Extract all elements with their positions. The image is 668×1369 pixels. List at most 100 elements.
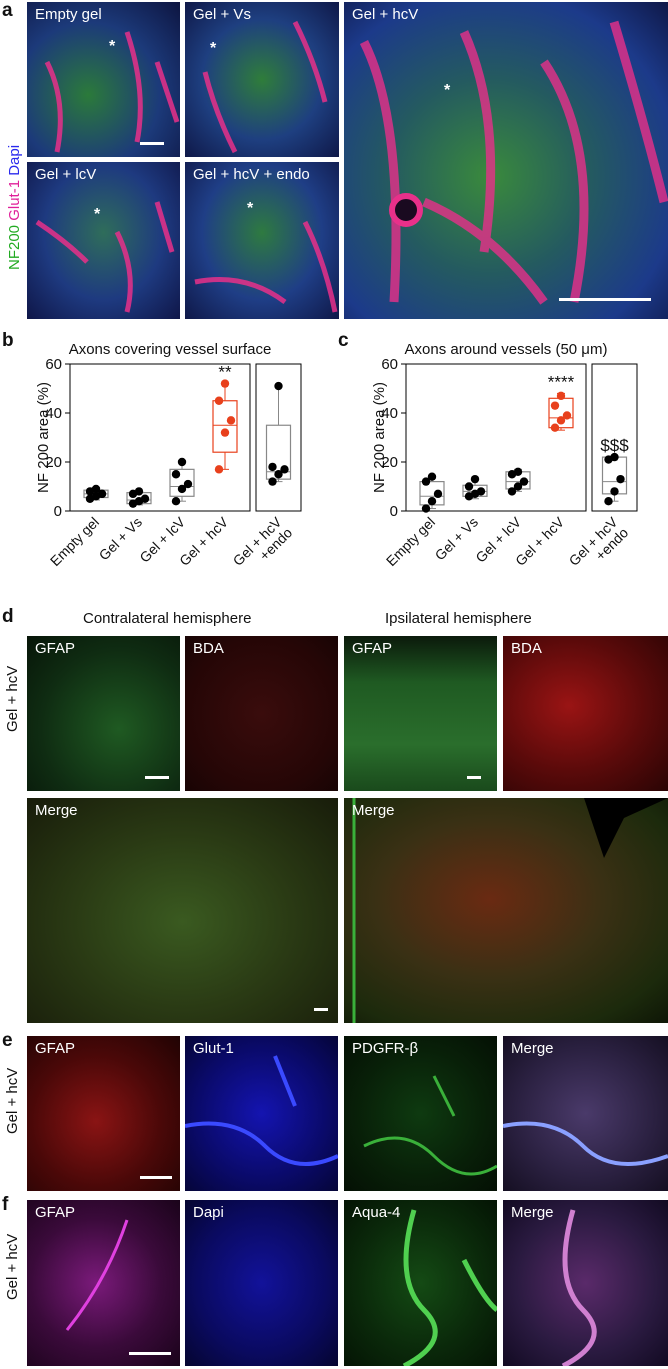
micrograph-d-ipsi-gfap: GFAP [344,636,497,791]
tile-label: BDA [511,640,542,657]
data-point [214,465,224,474]
scale-bar [314,1008,328,1011]
micrograph-f-aqua4: Aqua-4 [344,1200,497,1366]
tile-label: BDA [193,640,224,657]
tile-label: Merge [511,1040,554,1057]
panel-e-letter: e [2,1030,13,1051]
data-point [183,479,193,489]
y-tick-label: 20 [381,454,398,471]
data-point [220,428,230,437]
heading-contralateral: Contralateral hemisphere [83,610,252,627]
data-point [550,401,560,410]
heading-ipsilateral: Ipsilateral hemisphere [385,610,532,627]
micrograph-empty-gel: Empty gel * [27,2,180,157]
chart-b: Axons covering vessel surface NF 200 area… [35,341,302,579]
data-point [171,470,181,479]
data-point [274,381,283,391]
tile-label: Gel + lcV [35,166,97,183]
data-point [134,487,144,496]
box [169,468,195,497]
data-point [604,497,613,506]
scale-bar [140,142,164,145]
micrograph-gel-vs: Gel + Vs * [185,2,339,157]
micrograph-gel-lcv: Gel + lcV * [27,162,180,319]
tile-label: Dapi [193,1204,224,1221]
data-point [220,379,230,388]
stain-nf200-label: NF200 [6,224,23,270]
micrograph-d-contra-merge: Merge [27,798,338,1023]
y-tick-label: 60 [381,356,398,373]
micrograph-e-gfap: GFAP [27,1036,180,1191]
data-point [177,457,187,467]
scale-bar [559,298,651,301]
box [212,400,238,453]
panel-c-letter: c [338,330,349,351]
panel-d-side-label: Gel + hcV [4,665,21,732]
micrograph-e-merge: Merge [503,1036,668,1191]
data-point [268,477,277,486]
data-point [513,467,523,476]
scale-bar [145,776,169,779]
data-point [214,396,224,405]
data-point [421,504,431,513]
y-axis-label: NF 200 area (%) [35,382,52,493]
data-point [268,462,277,472]
panel-a-side-label: NF200 Glut-1 Dapi [6,145,23,270]
panel-f-side-label: Gel + hcV [4,1233,21,1300]
data-point [556,391,566,401]
data-point [556,416,566,425]
data-point [610,452,619,462]
x-tick-label: Empty gel [383,514,438,569]
data-point [226,416,236,425]
data-point [427,472,437,481]
data-point [274,470,283,479]
micrograph-f-merge: Merge [503,1200,668,1366]
plot-frame-secondary [255,363,302,512]
asterisk-marker: * [210,40,217,57]
y-tick-label: 0 [54,503,62,520]
micrograph-d-ipsi-merge: Merge [344,798,668,1023]
micrograph-f-gfap: GFAP [27,1200,180,1366]
tile-label: GFAP [352,640,393,657]
micrograph-e-pdgfrb: PDGFR-β [344,1036,497,1191]
scale-bar [129,1352,171,1355]
chart-c: Axons around vessels (50 μm) NF 200 area … [371,341,638,569]
data-point [550,423,560,432]
significance-label: ** [218,363,232,382]
tile-label: Merge [352,802,395,819]
micrograph-gel-hcv-endo: Gel + hcV + endo * [185,162,339,319]
panel-a-letter: a [2,0,13,21]
box [265,424,292,480]
significance-label: **** [548,372,575,391]
chart-title: Axons covering vessel surface [69,341,272,358]
x-tick-label: Gel + hcV+endo [230,513,296,579]
panel-d-letter: d [2,606,14,627]
asterisk-marker: * [94,206,101,223]
tile-label: Gel + hcV [352,6,419,23]
micrograph-f-dapi: Dapi [185,1200,338,1366]
micrograph-d-ipsi-bda: BDA [503,636,668,791]
chart-title: Axons around vessels (50 μm) [405,341,608,358]
data-point [507,487,517,496]
micrograph-d-contra-gfap: GFAP [27,636,180,791]
data-point [616,474,625,484]
tile-label: Gel + Vs [193,6,251,23]
data-point [280,465,289,474]
tile-label: GFAP [35,1040,76,1057]
stain-dapi-label: Dapi [6,144,23,180]
data-point [464,482,474,491]
data-point [421,477,431,486]
y-tick-label: 60 [45,356,62,373]
data-point [427,497,437,506]
plot-frame-secondary [591,363,638,512]
significance-label: $$$ [600,436,629,455]
tile-label: Empty gel [35,6,102,23]
stain-glut1-label: Glut-1 [6,179,23,225]
data-point [171,497,181,506]
tile-label: GFAP [35,640,76,657]
y-tick-label: 20 [45,454,62,471]
micrograph-e-glut1: Glut-1 [185,1036,338,1191]
y-tick-label: 40 [381,405,398,422]
y-tick-label: 40 [45,405,62,422]
x-tick-label: Empty gel [47,514,102,569]
